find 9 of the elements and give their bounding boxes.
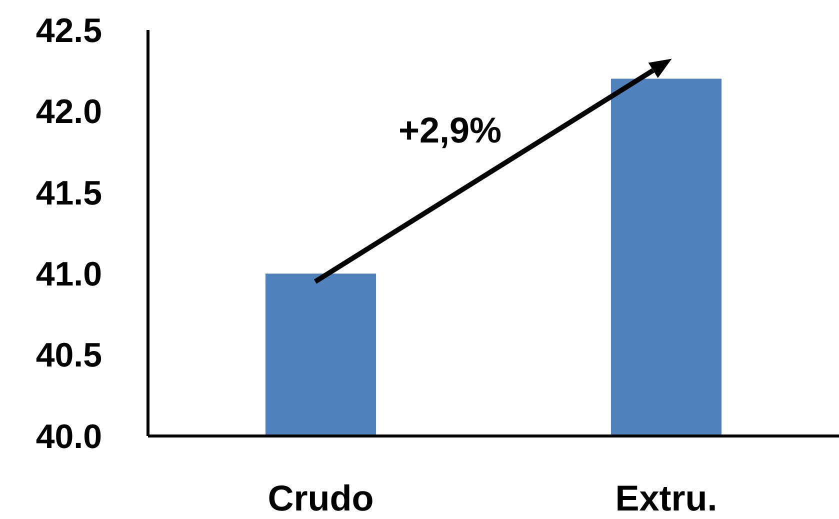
y-tick-label: 41.0 <box>36 256 102 294</box>
y-tick-label: 40.0 <box>36 418 102 456</box>
x-tick-label: Crudo <box>268 478 374 519</box>
y-tick-label: 42.5 <box>36 12 102 50</box>
x-tick-label: Extru. <box>615 478 718 519</box>
y-tick-label: 41.5 <box>36 174 102 212</box>
y-tick-label: 40.5 <box>36 336 102 375</box>
y-tick-label: 42.0 <box>36 93 102 132</box>
annotation: +2,9% <box>398 110 502 151</box>
